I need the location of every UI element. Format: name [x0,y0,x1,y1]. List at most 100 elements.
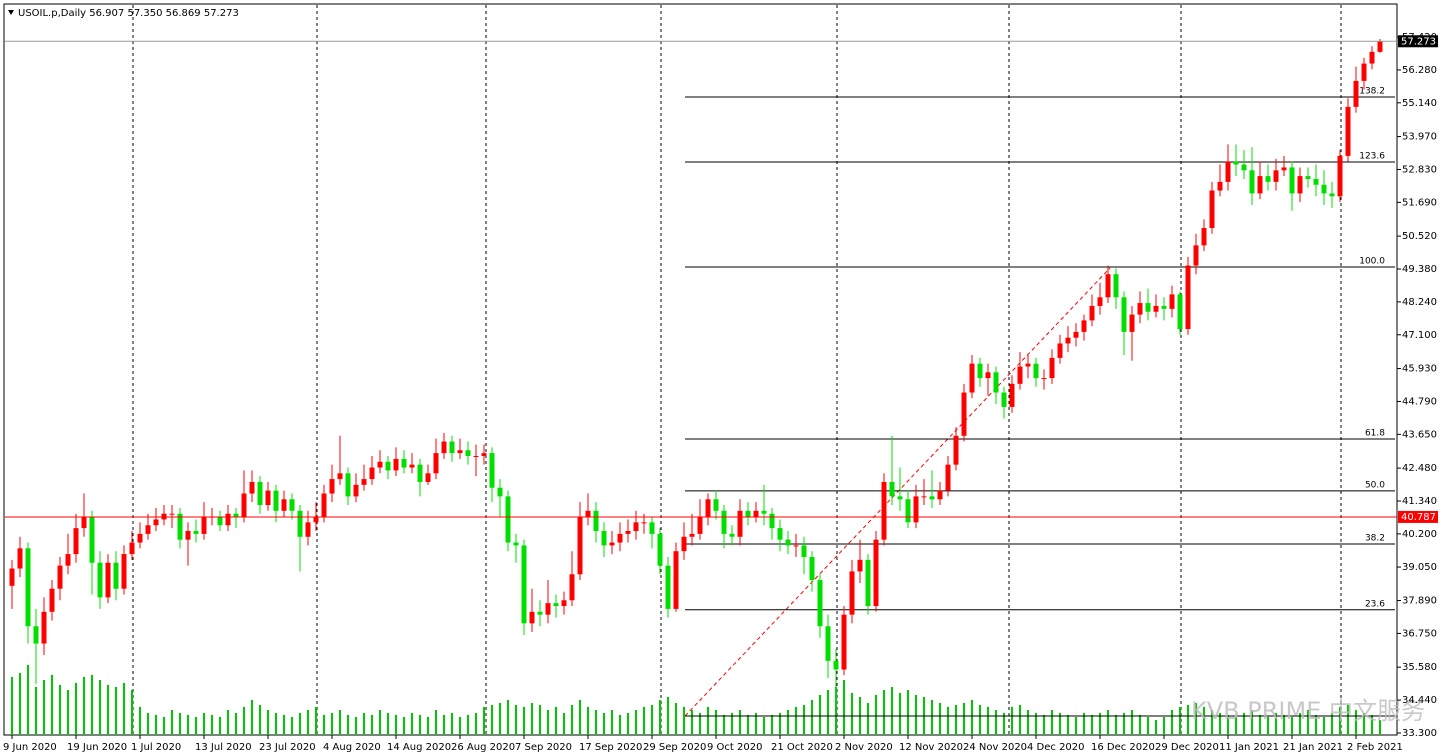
volume-bar [187,715,189,735]
candle-body [649,522,655,534]
candle-body [1233,161,1239,165]
y-tick-label: 36.750 [1402,628,1437,639]
volume-bar [867,703,869,735]
volume-bar [123,683,125,735]
x-tick-label: 2 Nov 2020 [835,742,893,753]
volume-bar [75,683,77,735]
volume-bar [331,713,333,735]
y-tick-label: 34.440 [1402,695,1437,706]
candle-body [177,513,183,540]
menu-triangle [8,10,14,15]
fib-label: 23.6 [1365,599,1385,609]
candle-body [1129,314,1135,332]
volume-bar [147,713,149,735]
volume-bar [339,710,341,735]
volume-bar [1003,713,1005,735]
volume-bar [355,717,357,735]
volume-bar [347,715,349,735]
volume-bar [1187,705,1189,735]
x-tick-label: 17 Sep 2020 [579,742,642,753]
candle-body [665,565,671,609]
volume-bar [763,717,765,735]
fib-label: 123.6 [1359,151,1385,161]
candle-body [673,551,679,609]
candle-body [689,533,695,537]
volume-bar [931,700,933,735]
candle-body [913,496,919,523]
candle-body [889,481,895,497]
volume-bar [291,717,293,735]
candle-body [361,479,367,485]
candle-body [441,441,447,454]
volume-bar [835,687,837,735]
candle-body [1313,178,1319,185]
y-tick-label: 53.970 [1402,132,1437,143]
candle-body [433,453,439,474]
candle-body [121,554,127,589]
layer: 138.2 123.6 100.0 61.8 50.0 38.2 23.6 [5,39,1397,735]
volume-bar [1339,707,1341,735]
volume-bar [947,707,949,735]
volume-bar [251,700,253,735]
volume-bar [219,717,221,735]
volume-bar [523,707,525,735]
candle-body [385,461,391,471]
volume-bar [43,680,45,735]
y-tick-label: 42.480 [1402,463,1437,474]
volume-bar [651,705,653,735]
volume-bar [851,693,853,735]
volume-bar [1363,713,1365,735]
candle-body [257,481,263,506]
volume-bar [499,703,501,735]
candle-body [169,513,175,515]
candle-body [113,562,119,589]
volume-bar [595,710,597,735]
volume-bar [899,693,901,735]
x-tick-label: 21 Oct 2020 [771,742,833,753]
volume-bar [1355,710,1357,735]
volume-bar [1035,713,1037,735]
candle-body [1225,161,1231,182]
volume-bar [59,685,61,735]
candle-body [473,455,479,457]
volume-bar [115,687,117,735]
candle-body [89,516,95,563]
candle-body [1169,294,1175,309]
candle-body [529,611,535,624]
candle-body [1305,176,1311,179]
volume-bar [211,715,213,735]
candle-body [1153,305,1159,312]
volume-bar [67,690,69,735]
candle-body [17,548,23,569]
volume-bar [571,705,573,735]
candle-body [849,571,855,615]
candle-body [289,499,295,511]
volume-bar [131,690,133,735]
candle-body [409,464,415,468]
candle-body [1209,190,1215,229]
candle-body [457,450,463,454]
candle-body [1297,176,1303,194]
volume-bar [1059,713,1061,735]
candle-body [9,568,15,586]
y-tick-label: 45.930 [1402,364,1437,375]
last-low: 56.869 [166,8,201,19]
x-tick-label: 19 Jun 2020 [67,742,127,753]
volume-bar [819,695,821,735]
volume-bar [1291,717,1293,735]
candle-body [137,533,143,543]
candle-body [337,473,343,480]
candle-body [129,542,135,555]
candle-body [921,496,927,498]
candle-body [297,510,303,537]
volume-bar [779,713,781,735]
candle-body [1097,297,1103,306]
volume-bar [99,680,101,735]
candle-body [497,487,503,497]
y-tick-label: 35.580 [1402,662,1437,673]
fib-label: 38.2 [1365,533,1385,543]
x-tick-label: 13 Jul 2020 [195,742,252,753]
volume-bar [883,690,885,735]
candle-body [817,580,823,627]
candle-body [713,499,719,511]
